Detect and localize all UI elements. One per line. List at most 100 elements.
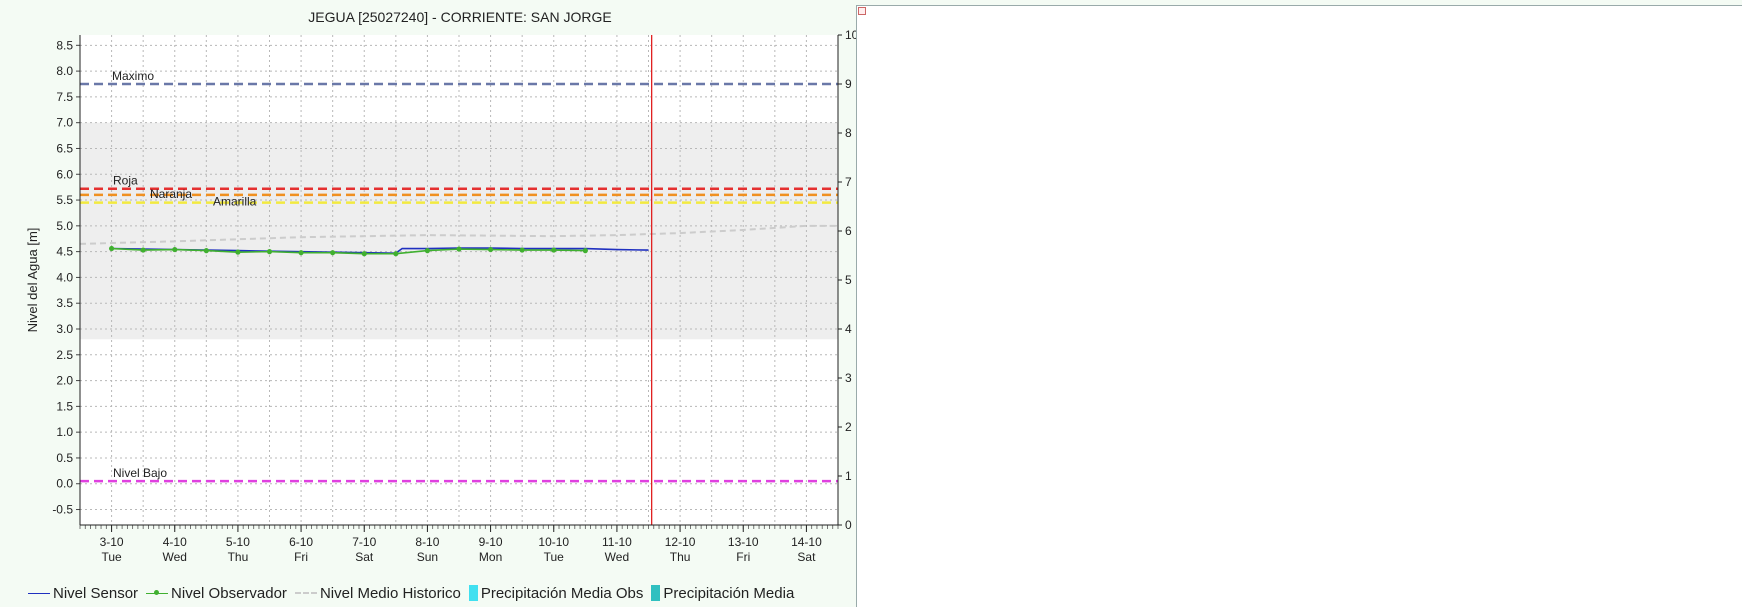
y-tick-label: 5.5 bbox=[56, 193, 73, 207]
y-tick-label: 7.0 bbox=[56, 116, 73, 130]
x-tick-date: 13-10 bbox=[728, 535, 759, 549]
x-tick-day: Sun bbox=[417, 550, 438, 564]
legend-item: Precipitación Media bbox=[651, 585, 794, 602]
x-tick-date: 11-10 bbox=[602, 535, 632, 549]
legend-label: Nivel Sensor bbox=[53, 584, 139, 602]
broken-image-icon bbox=[858, 7, 866, 15]
data-point bbox=[203, 248, 209, 254]
x-tick-date: 12-10 bbox=[665, 535, 696, 549]
data-point bbox=[140, 247, 146, 253]
y-tick-label: 8.5 bbox=[56, 38, 73, 52]
y-tick-label: 1.5 bbox=[56, 399, 73, 413]
y-tick-label: 7.5 bbox=[56, 90, 73, 104]
x-tick-day: Mon bbox=[479, 550, 502, 564]
data-point bbox=[361, 251, 367, 257]
legend-label: Nivel Observador bbox=[171, 584, 287, 602]
data-point bbox=[551, 247, 557, 253]
y2-tick-label: 2 bbox=[845, 420, 852, 434]
data-point bbox=[298, 250, 304, 256]
y2-tick-label: 7 bbox=[845, 175, 852, 189]
y-axis-label: Nivel del Agua [m] bbox=[25, 228, 40, 333]
legend-symbol bbox=[651, 585, 661, 601]
x-tick-date: 3-10 bbox=[100, 535, 124, 549]
y-tick-label: 3.0 bbox=[56, 322, 73, 336]
y2-tick-label: 0 bbox=[845, 518, 852, 532]
threshold-label: Maximo bbox=[112, 69, 154, 83]
x-tick-date: 9-10 bbox=[479, 535, 503, 549]
threshold-label: Roja bbox=[113, 174, 138, 188]
x-tick-day: Thu bbox=[670, 550, 691, 564]
x-tick-date: 5-10 bbox=[226, 535, 250, 549]
y-tick-label: 6.0 bbox=[56, 167, 73, 181]
y-tick-label: 0.5 bbox=[56, 451, 73, 465]
legend-label: Precipitación Media bbox=[663, 584, 795, 602]
x-tick-date: 7-10 bbox=[352, 535, 376, 549]
y-tick-label: 1.0 bbox=[56, 425, 73, 439]
y-tick-label: -0.5 bbox=[52, 503, 73, 517]
data-point bbox=[424, 248, 431, 254]
y2-tick-label: 9 bbox=[845, 77, 852, 91]
y-tick-label: 4.0 bbox=[56, 270, 73, 284]
y2-tick-label: 8 bbox=[845, 126, 852, 140]
y-tick-label: 5.0 bbox=[56, 219, 73, 233]
y-tick-label: 6.5 bbox=[56, 141, 73, 155]
x-tick-date: 4-10 bbox=[163, 535, 187, 549]
data-point bbox=[108, 245, 115, 252]
y2-tick-label: 6 bbox=[845, 224, 852, 238]
x-tick-day: Sat bbox=[797, 550, 816, 564]
x-tick-day: Wed bbox=[163, 550, 187, 564]
y-tick-label: 4.5 bbox=[56, 245, 73, 259]
x-tick-date: 14-10 bbox=[791, 535, 822, 549]
series-line bbox=[79, 224, 838, 245]
y-tick-label: 0.0 bbox=[56, 477, 73, 491]
legend-symbol bbox=[28, 592, 50, 594]
legend-item: Nivel Medio Historico bbox=[294, 584, 461, 602]
data-point bbox=[582, 248, 588, 254]
y2-tick-label: 1 bbox=[845, 469, 852, 483]
x-tick-day: Sat bbox=[355, 550, 374, 564]
y-tick-label: 3.5 bbox=[56, 296, 73, 310]
threshold-label: Naranja bbox=[150, 187, 192, 201]
data-point bbox=[235, 249, 241, 255]
y2-tick-label: 10 bbox=[845, 28, 856, 42]
y2-tick-label: 3 bbox=[845, 371, 852, 385]
data-point bbox=[487, 246, 494, 253]
y-tick-label: 2.5 bbox=[56, 348, 73, 362]
x-tick-day: Tue bbox=[544, 550, 565, 564]
legend-item: Nivel Sensor bbox=[28, 585, 138, 602]
y2-tick-label: 5 bbox=[845, 273, 852, 287]
chart: JEGUA [25027240] - CORRIENTE: SAN JORGE … bbox=[25, 9, 856, 564]
data-point bbox=[172, 246, 178, 253]
x-tick-day: Wed bbox=[605, 550, 629, 564]
legend-item: Nivel Observador bbox=[146, 585, 287, 602]
y-tick-label: 2.0 bbox=[56, 374, 73, 388]
x-tick-date: 8-10 bbox=[415, 535, 439, 549]
data-point bbox=[456, 246, 462, 252]
legend: Nivel Sensor Nivel Observador Nivel Medio … bbox=[28, 583, 856, 603]
series-line bbox=[111, 247, 586, 255]
threshold-label: Nivel Bajo bbox=[113, 466, 167, 480]
data-point bbox=[266, 249, 273, 255]
x-tick-day: Tue bbox=[101, 550, 122, 564]
legend-symbol bbox=[468, 585, 478, 601]
data-point bbox=[519, 247, 525, 253]
legend-symbol bbox=[146, 589, 169, 595]
x-tick-day: Fri bbox=[294, 550, 308, 564]
x-tick-date: 6-10 bbox=[289, 535, 313, 549]
broken-image bbox=[858, 7, 868, 15]
y-tick-label: 8.0 bbox=[56, 64, 73, 78]
x-tick-date: 10-10 bbox=[538, 535, 569, 549]
legend-symbol bbox=[294, 592, 317, 594]
legend-item: Precipitación Media Obs bbox=[468, 584, 644, 602]
x-tick-day: Thu bbox=[228, 550, 249, 564]
legend-label: Nivel Medio Historico bbox=[319, 584, 461, 602]
image-panel bbox=[856, 5, 1742, 607]
legend-dot bbox=[154, 589, 160, 595]
chart-title: JEGUA [25027240] - CORRIENTE: SAN JORGE bbox=[308, 9, 611, 25]
y2-tick-label: 4 bbox=[845, 322, 852, 336]
data-point bbox=[330, 250, 336, 256]
x-tick-day: Fri bbox=[736, 550, 750, 564]
threshold-label: Amarilla bbox=[213, 195, 257, 209]
data-point bbox=[393, 251, 399, 257]
legend-label: Precipitación Media Obs bbox=[480, 584, 644, 602]
